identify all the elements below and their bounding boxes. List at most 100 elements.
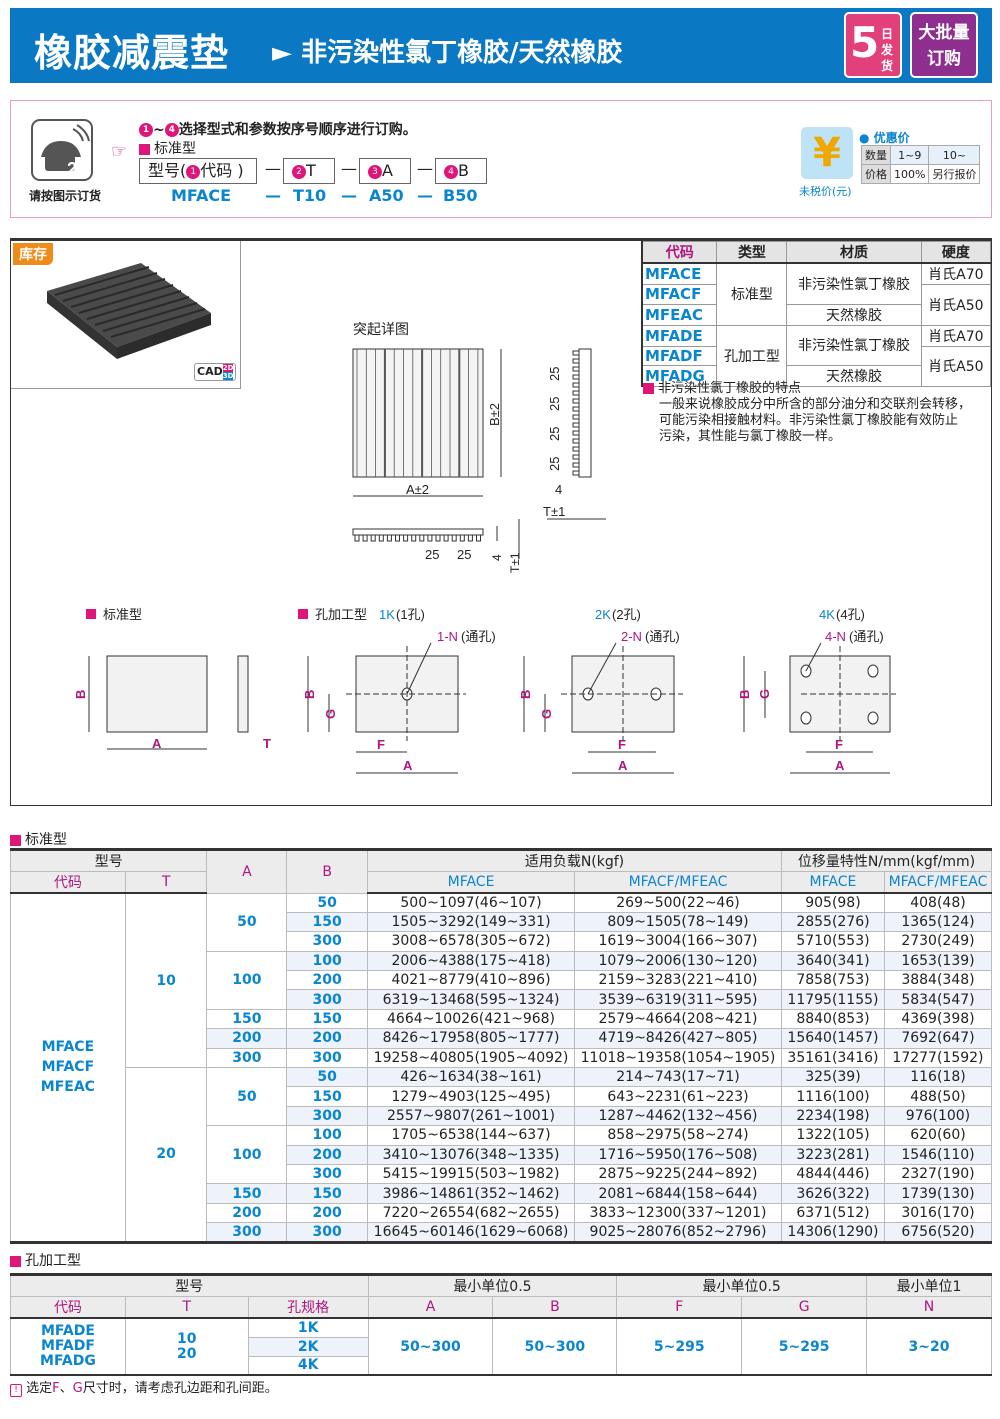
load-mfacf: 809~1505(78~149) [574,911,782,933]
header-a: A [367,1296,494,1319]
fn-g: G [72,1381,83,1396]
mat-header-hardness: 硬度 [920,241,992,264]
table-row: 300 2557~9807(261~1001) 1287~4462(132~456)… [11,1105,993,1127]
dim-pitch: 25 [547,457,562,471]
dim-pitch: 25 [547,367,562,381]
table-row: 100 100 1705~6538(144~637) 858~2975(58~274)… [11,1125,993,1185]
k4-sub: (4孔) [836,607,865,622]
t-value: 10 [124,892,208,1069]
std-section-label: 标准型 [10,829,67,849]
disp-mface: 7858(753) [780,970,885,991]
price-table: 数量 1~9 10~ 价格 100% 另行报价 [861,145,981,184]
b-value: 300 [286,1105,369,1127]
load-mfacf: 3539~6319(311~595) [574,989,782,1010]
mat-code: MFADG [641,365,718,387]
code: MFADF [40,1338,95,1354]
dim-b: B [518,690,533,699]
disp-mface: 325(39) [780,1067,885,1088]
mat-code: MFACE [641,262,718,285]
mat-material: 天然橡胶 [786,365,922,387]
badge-days-number: 5 [850,18,880,67]
disp-mface: 2855(276) [780,911,885,933]
disp-mfacf: 1365(124) [883,911,993,933]
load-mfacf: 11018~19358(1054~1905) [574,1047,782,1069]
disp-mfacf: 620(60) [883,1125,993,1146]
k1-sub: (1孔) [396,607,425,622]
disp-mfacf: 116(18) [883,1067,993,1088]
load-mface: 8426~17958(805~1777) [367,1028,575,1049]
box-label: B [458,161,469,180]
b-value: 300 [286,931,369,952]
yen-icon: ¥ [801,127,853,179]
note-line: 污染，其性能与氯丁橡胶一样。 [659,429,842,444]
header-disp-mface: MFACE [780,871,885,894]
disp-mfacf: 1546(110) [883,1144,993,1165]
pointing-hand-icon: ☞ [111,141,128,162]
box-prefix: 型号( [148,161,187,180]
n4-label: 4-N [825,629,846,644]
hole-codes: MFADE MFADF MFADG [10,1317,126,1376]
step-badge: 3 [368,164,382,179]
header-unit-fg: 最小单位0.5 [616,1273,868,1297]
a-value: 200 [206,1202,288,1224]
load-mface: 3008~6578(305~672) [367,931,575,952]
a-value: 50 [206,892,288,952]
std-codes: MFACE MFACF MFEAC [10,892,126,1243]
header-t: T [124,1296,249,1319]
product-image-box: 库存 CAD 2D 3D [11,241,241,389]
dim-f: F [618,737,626,752]
dash: — [417,186,433,205]
load-mfacf: 1079~2006(130~120) [574,950,782,972]
dim-pitch: 25 [457,547,471,562]
load-mface: 500~1097(46~107) [367,892,575,913]
header-unit-n: 最小单位1 [866,1273,992,1297]
cad-2d: 2D [222,364,234,372]
b-value: 150 [286,1183,369,1204]
dim-pitch: 25 [547,397,562,411]
b-value: 300 [286,989,369,1010]
order-box-code: 型号(1 代码 ) [139,158,257,184]
box-label: T [306,161,316,180]
disp-mfacf: 408(48) [883,892,993,913]
header-displacement: 位移量特性N/mm(kgf/mm) [780,848,993,872]
disp-mface: 3640(341) [780,950,885,972]
k2-label: 2K [595,607,611,622]
header-b: B [286,848,369,894]
square-bullet-icon [10,834,21,846]
mat-header-type: 类型 [716,241,788,264]
disp-mface: 14306(1290) [780,1222,885,1243]
qty1: 1~9 [889,145,930,165]
discount-title: ● 优惠价 [859,131,910,145]
hole-spec: 2K [247,1336,369,1357]
table-row: 300 3008~6578(305~672) 1619~3004(166~307) 5… [11,931,993,952]
load-mface: 6319~13468(595~1324) [367,989,575,1010]
disp-mfacf: 488(50) [883,1086,993,1107]
std-section-text: 标准型 [25,832,67,848]
k1-label: 1K [379,607,395,622]
disp-mface: 1116(100) [780,1086,885,1107]
instruction-text: 选择型式和参数按序号顺序进行订购。 [178,122,417,138]
load-mface: 3986~14861(352~1462) [367,1183,575,1204]
disp-mfacf: 3884(348) [883,970,993,991]
dash: — [417,159,433,178]
five-day-shipping-badge: 5 日发货 [844,12,902,78]
load-mfacf: 4719~8426(427~805) [574,1028,782,1049]
cad-badge[interactable]: CAD 2D 3D [194,363,237,381]
disp-mface: 15640(1457) [780,1028,885,1049]
disp-mface: 905(98) [780,892,885,913]
disp-mface: 1322(105) [780,1125,885,1146]
header-load-mface: MFACE [367,871,575,894]
subtitle-text: 非污染性氯丁橡胶/天然橡胶 [301,38,623,68]
a-value: 150 [206,1008,288,1030]
dim-pitch: 25 [425,547,439,562]
through-label: (通孔) [849,629,884,644]
dash: — [341,159,357,178]
square-bullet-icon [643,383,654,394]
neoprene-note: 非污染性氯丁橡胶的特点 一般来说橡胶成分中所含的部分油分和交联剂会转移， 可能污… [643,381,971,445]
b-value: 100 [286,1125,369,1146]
dim-t-tol: T±1 [508,552,522,573]
a-value: 50 [206,1067,288,1127]
disp-mfacf: 2327(190) [883,1163,993,1185]
step-badge: 2 [292,164,306,179]
price2: 另行报价 [928,164,981,184]
